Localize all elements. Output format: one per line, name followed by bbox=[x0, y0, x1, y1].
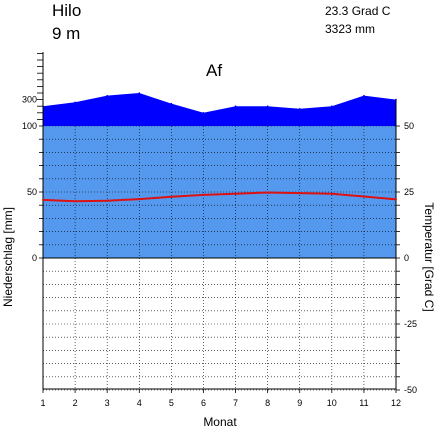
x-axis-label: Monat bbox=[203, 415, 237, 429]
left-tick-label: 50 bbox=[27, 187, 37, 197]
left-tick-label: 100 bbox=[22, 121, 37, 131]
month-tick-label: 4 bbox=[137, 398, 142, 408]
temperature-point bbox=[106, 199, 109, 202]
precipitation-area bbox=[42, 92, 397, 258]
month-tick-label: 5 bbox=[169, 398, 174, 408]
month-tick-label: 7 bbox=[233, 398, 238, 408]
temperature-series bbox=[42, 191, 397, 203]
right-tick-label: -25 bbox=[404, 319, 417, 329]
month-tick-label: 12 bbox=[391, 398, 401, 408]
temperature-point bbox=[330, 192, 333, 195]
month-tick-label: 11 bbox=[359, 398, 368, 408]
precipitation-point bbox=[74, 101, 76, 104]
temperature-point bbox=[395, 198, 397, 201]
month-tick-label: 1 bbox=[40, 398, 45, 408]
month-tick-label: 9 bbox=[297, 398, 302, 408]
temperature-point bbox=[266, 191, 269, 194]
axes bbox=[37, 52, 400, 393]
precipitation-point bbox=[138, 92, 141, 94]
station-name: Hilo bbox=[52, 1, 81, 20]
temperature-line bbox=[42, 191, 397, 203]
precipitation-point bbox=[266, 105, 269, 107]
month-tick-label: 8 bbox=[265, 398, 270, 408]
y-axis-left-label: Niederschlag [mm] bbox=[1, 207, 15, 307]
y-axis-right-label: Temperatur [Grad C] bbox=[422, 202, 436, 311]
temperature-point bbox=[74, 200, 77, 203]
right-tick-label: 50 bbox=[404, 121, 414, 131]
temperature-point bbox=[170, 195, 173, 198]
month-tick-label: 6 bbox=[201, 398, 206, 408]
temperature-point bbox=[362, 195, 365, 198]
perhumid-area bbox=[43, 93, 396, 126]
temperature-point bbox=[42, 198, 44, 201]
right-tick-label: 0 bbox=[404, 253, 409, 263]
climate-class: Af bbox=[206, 61, 222, 80]
precipitation-point bbox=[234, 105, 237, 107]
temperature-point bbox=[234, 192, 237, 195]
precipitation-point bbox=[106, 94, 108, 97]
precipitation-point bbox=[363, 94, 365, 97]
annual-precipitation: 3323 mm bbox=[325, 22, 375, 36]
grid bbox=[43, 125, 396, 391]
left-tick-label: 300 bbox=[22, 95, 37, 105]
temperature-point bbox=[138, 198, 141, 201]
mean-temperature: 23.3 Grad C bbox=[325, 4, 391, 18]
temperature-point bbox=[298, 192, 301, 195]
precipitation-point bbox=[298, 108, 301, 110]
right-tick-label: 25 bbox=[404, 187, 414, 197]
month-tick-label: 3 bbox=[105, 398, 110, 408]
month-tick-label: 2 bbox=[73, 398, 78, 408]
left-tick-label: 0 bbox=[32, 253, 37, 263]
right-tick-label: -50 bbox=[404, 385, 417, 395]
temperature-point bbox=[202, 193, 205, 196]
station-elevation: 9 m bbox=[52, 24, 80, 43]
precipitation-point bbox=[331, 105, 333, 107]
month-tick-label: 10 bbox=[327, 398, 337, 408]
precipitation-point bbox=[202, 112, 205, 114]
precipitation-point bbox=[170, 102, 173, 105]
